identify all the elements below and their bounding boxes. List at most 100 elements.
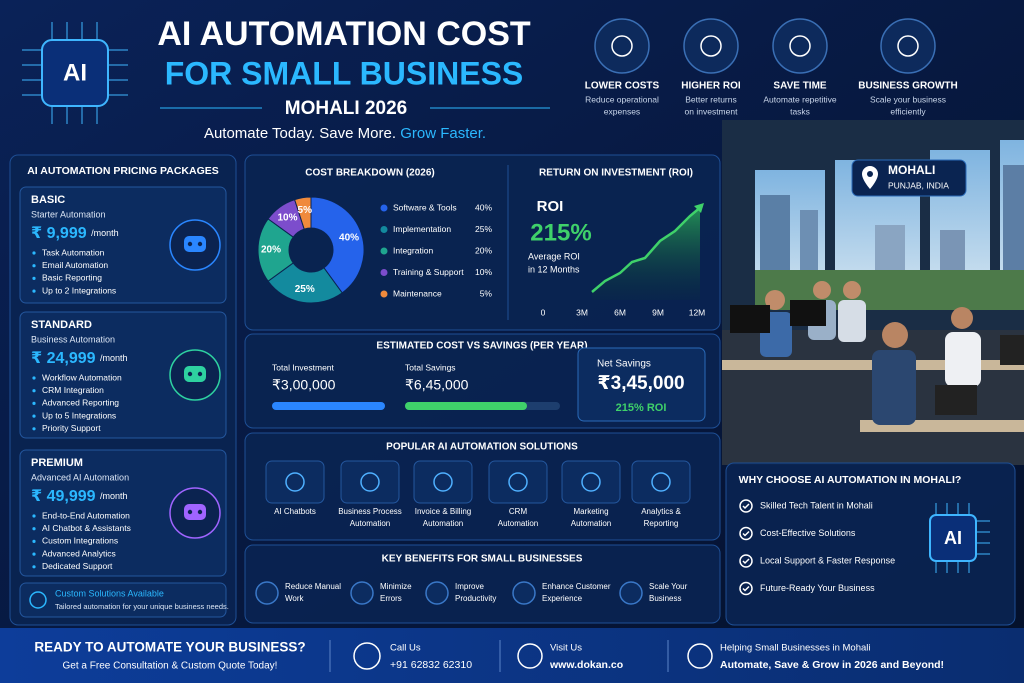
phone: +91 62832 62310 [390,659,472,671]
package-card [19,449,227,577]
check-icon [739,554,753,568]
solution-icon [340,460,400,504]
benefit-label: Reduce Manual [285,582,341,591]
why-panel [725,462,1016,626]
feature-glyph [700,35,722,57]
package-card [19,186,227,304]
net-value: ₹3,45,000 [597,373,684,394]
panel-title: RETURN ON INVESTMENT (ROI) [539,168,693,179]
legend-value: 40% [475,202,492,212]
feature-icon [683,18,739,74]
robot-eye [187,241,193,247]
logo-text: AI [63,59,87,86]
cta-sub: Get a Free Consultation & Custom Quote T… [63,661,278,672]
legend-swatch [380,226,388,233]
custom-desc: Tailored automation for your unique busi… [55,602,229,611]
title: AI AUTOMATION COST [157,15,531,53]
tagline1: Helping Small Businesses in Mohali [720,643,871,654]
ai-chip [929,514,977,562]
feature-glyph [789,35,811,57]
call-label: Call Us [390,643,421,654]
package-feature: Basic Reporting [42,273,102,283]
bullet [32,376,36,380]
bullet [32,414,36,418]
solution-label: Business Process [338,507,402,516]
solution-glyph [651,472,671,492]
legend-value: 20% [475,245,492,255]
roi-arrow [694,203,704,213]
benefit-icon [350,581,374,605]
why-item: Skilled Tech Talent in Mohali [760,500,873,510]
robot-head [184,366,206,382]
pie-label: 5% [298,205,313,216]
panel-title: AI AUTOMATION PRICING PACKAGES [27,165,219,177]
legend-swatch [380,204,388,212]
check [742,503,750,510]
bullet [32,251,36,255]
solution-icon [413,460,473,504]
feature-title: SAVE TIME [773,81,826,92]
tagline-highlight: Grow Faster. [400,125,486,142]
price: ₹ 24,999 [31,350,96,367]
solution-icon [265,460,325,504]
feature-desc: tasks [790,106,810,116]
bullet [32,565,36,569]
solution-glyph [285,472,305,492]
feature-icon [594,18,650,74]
location-region: PUNJAB, INDIA [888,180,949,190]
legend-label: Integration [393,245,433,255]
robot-eye [197,509,203,515]
package-name: BASIC [31,194,65,206]
package-feature: Advanced Reporting [42,398,119,408]
roi-desc: in 12 Months [528,264,580,274]
robot-eye [197,371,203,377]
benefit-label: Work [285,594,305,603]
panel-title: WHY CHOOSE AI AUTOMATION IN MOHALI? [739,474,962,486]
benefit-label: Improve [455,582,484,591]
period: /month [91,228,119,238]
savings-label: Total Savings [405,362,456,372]
check [742,585,750,592]
pin-dot [867,171,873,177]
solution-glyph [360,472,380,492]
x-label: 0 [541,307,546,317]
package-price: ₹ 49,999 /month [31,488,127,505]
panel-title: COST BREAKDOWN (2026) [305,168,434,179]
legend-swatch [380,269,388,276]
tag-icon [687,643,713,669]
logo-frame [41,39,109,107]
globe-icon [517,643,543,669]
bullet [32,401,36,405]
roi-label: ROI [537,198,564,215]
robot-head [184,236,206,252]
solution-label: Automation [571,519,611,528]
solution-icon [561,460,621,504]
benefit-icon [619,581,643,605]
bullet [32,389,36,393]
period: /month [100,353,128,363]
roi-line [591,205,703,293]
robot-head [184,504,206,520]
bullet [32,276,36,280]
package-name: PREMIUM [31,457,83,469]
location-badge [851,159,967,197]
legend-swatch [380,290,388,298]
x-label: 9M [652,307,664,317]
bullet [32,264,36,268]
roi-desc: Average ROI [528,251,580,261]
solution-glyph [581,472,601,492]
savings-value: ₹6,45,000 [405,377,469,393]
package-price: ₹ 9,999 /month [31,225,119,242]
custom-card [19,582,227,618]
check [742,558,750,565]
feature-glyph [897,35,919,57]
pie-label: 10% [277,212,297,223]
feature-desc: Automate repetitive [763,94,837,104]
tagline: Automate Today. Save More. Grow Faster. [204,125,486,142]
feature-desc: efficiently [890,106,926,116]
solution-icon [488,460,548,504]
net-box [577,347,706,422]
pie-label: 25% [295,284,315,295]
benefit-icon [425,581,449,605]
